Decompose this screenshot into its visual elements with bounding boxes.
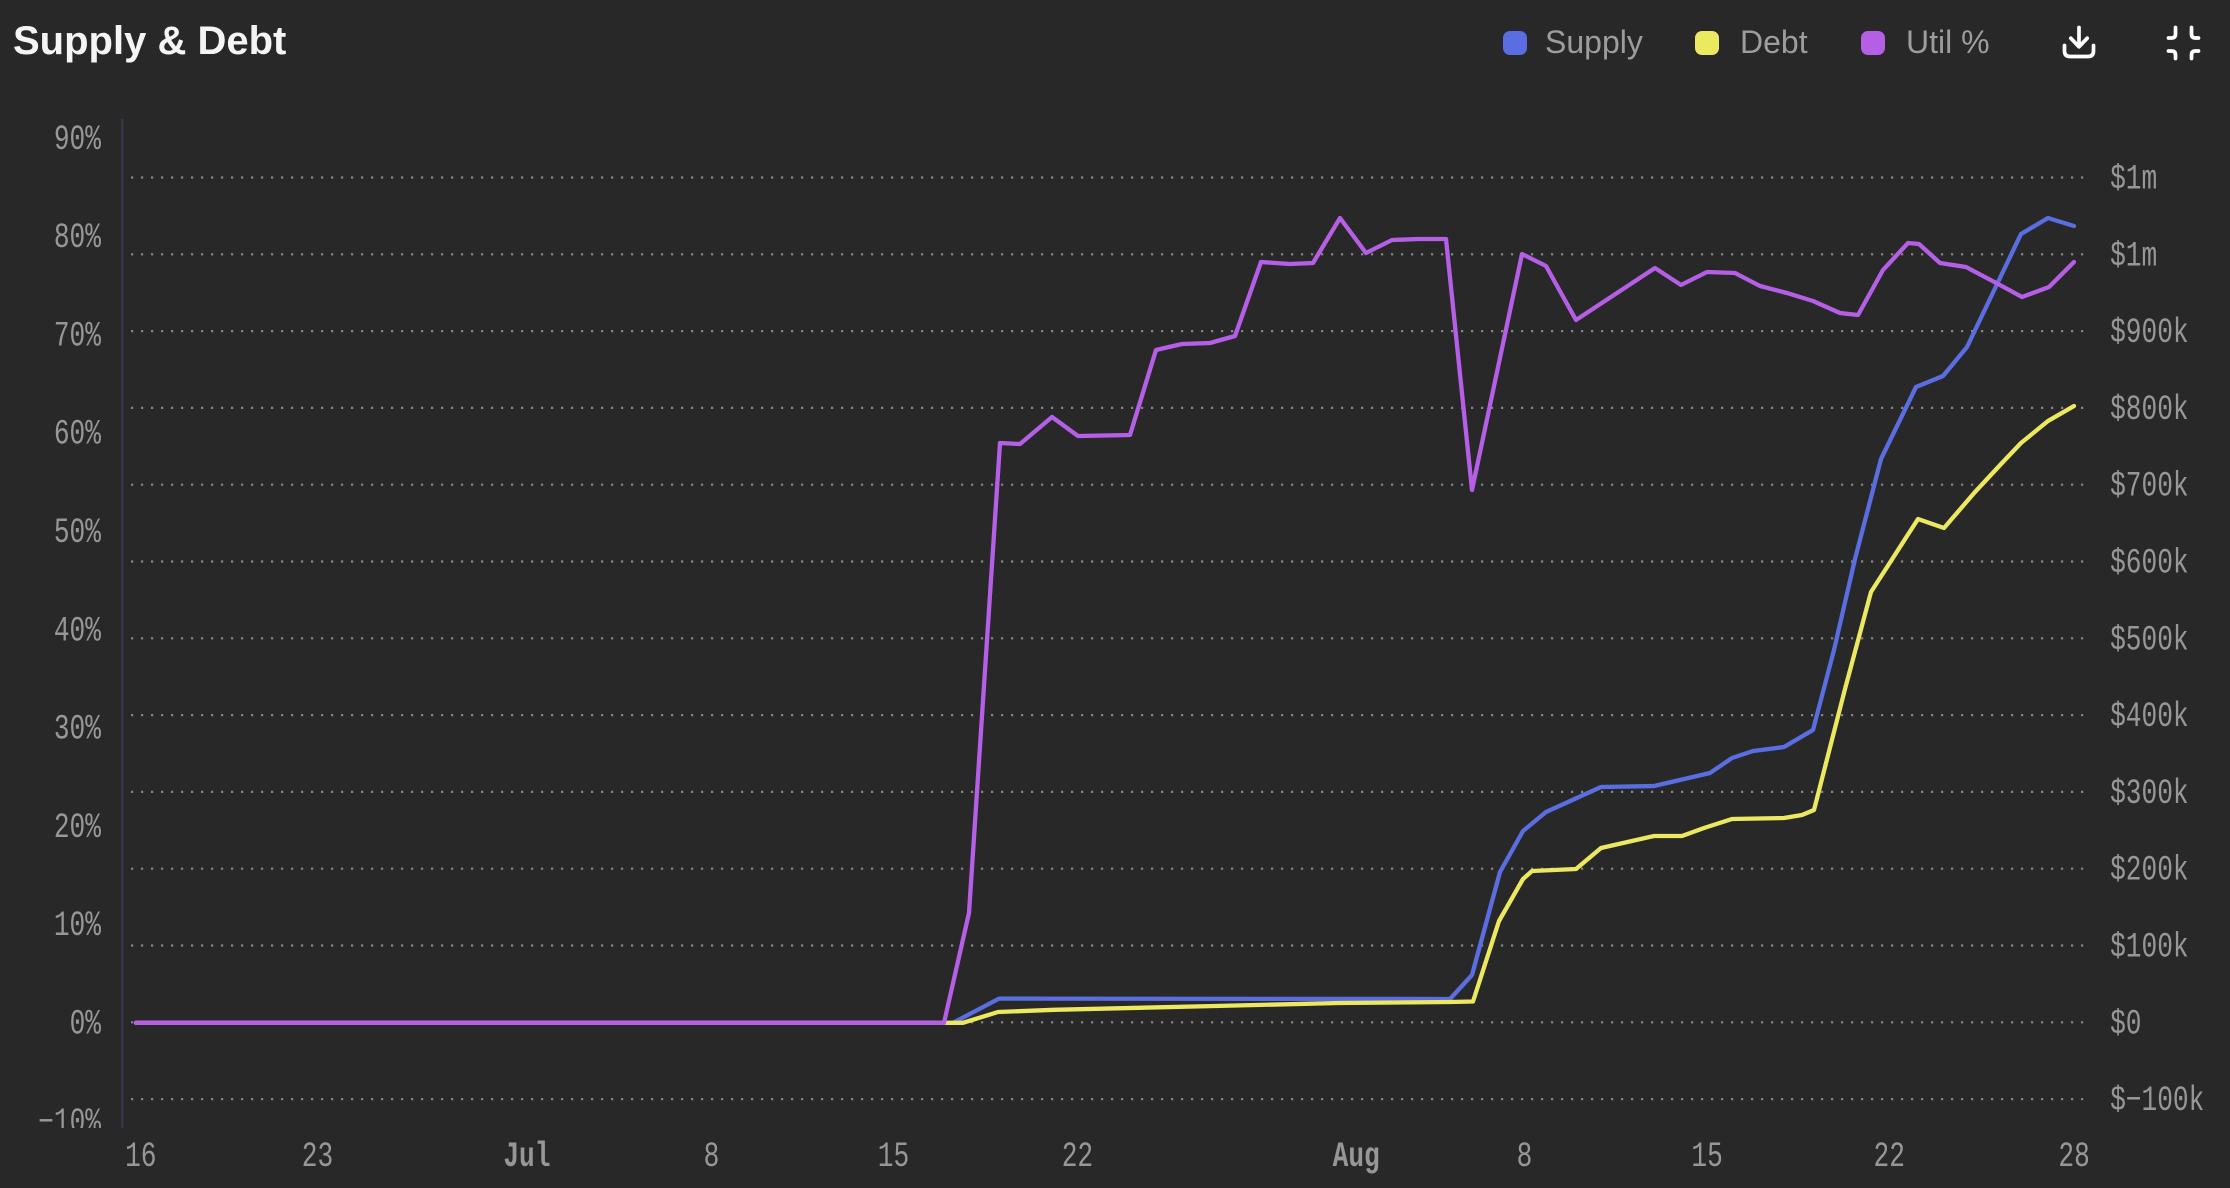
svg-text:28: 28 <box>2058 1138 2089 1178</box>
svg-text:40%: 40% <box>54 612 101 652</box>
svg-text:10%: 10% <box>54 907 101 947</box>
svg-text:Supply: Supply <box>1545 24 1643 60</box>
svg-text:0%: 0% <box>70 1005 102 1045</box>
svg-text:8: 8 <box>704 1138 720 1178</box>
svg-text:16: 16 <box>125 1138 156 1178</box>
svg-text:$800k: $800k <box>2110 391 2189 431</box>
svg-text:Util %: Util % <box>1906 24 1990 60</box>
svg-text:70%: 70% <box>54 317 101 357</box>
svg-text:$200k: $200k <box>2110 851 2189 891</box>
svg-text:22: 22 <box>1062 1138 1093 1178</box>
svg-text:8: 8 <box>1517 1138 1533 1178</box>
svg-text:22: 22 <box>1874 1138 1905 1178</box>
svg-text:$100k: $100k <box>2110 928 2189 968</box>
svg-text:Jul: Jul <box>503 1138 550 1178</box>
svg-text:$600k: $600k <box>2110 544 2189 584</box>
svg-text:15: 15 <box>878 1138 909 1178</box>
svg-text:60%: 60% <box>54 415 101 455</box>
svg-text:20%: 20% <box>54 809 101 849</box>
svg-text:$500k: $500k <box>2110 621 2189 661</box>
svg-text:50%: 50% <box>54 514 101 554</box>
svg-text:30%: 30% <box>54 710 101 750</box>
svg-text:90%: 90% <box>54 120 101 160</box>
svg-text:−10%: −10% <box>38 1103 101 1143</box>
svg-text:$1m: $1m <box>2110 160 2157 200</box>
svg-text:$1m: $1m <box>2110 237 2157 277</box>
svg-text:$0: $0 <box>2110 1005 2141 1045</box>
svg-text:$900k: $900k <box>2110 314 2189 354</box>
svg-text:Supply & Debt: Supply & Debt <box>13 19 286 63</box>
svg-text:Aug: Aug <box>1333 1138 1380 1178</box>
svg-text:15: 15 <box>1691 1138 1722 1178</box>
svg-text:$400k: $400k <box>2110 698 2189 738</box>
svg-text:Debt: Debt <box>1740 24 1808 60</box>
svg-text:80%: 80% <box>54 219 101 259</box>
svg-text:$300k: $300k <box>2110 775 2189 815</box>
svg-text:$700k: $700k <box>2110 467 2189 507</box>
svg-text:$−100k: $−100k <box>2110 1082 2204 1122</box>
svg-text:23: 23 <box>302 1138 333 1178</box>
